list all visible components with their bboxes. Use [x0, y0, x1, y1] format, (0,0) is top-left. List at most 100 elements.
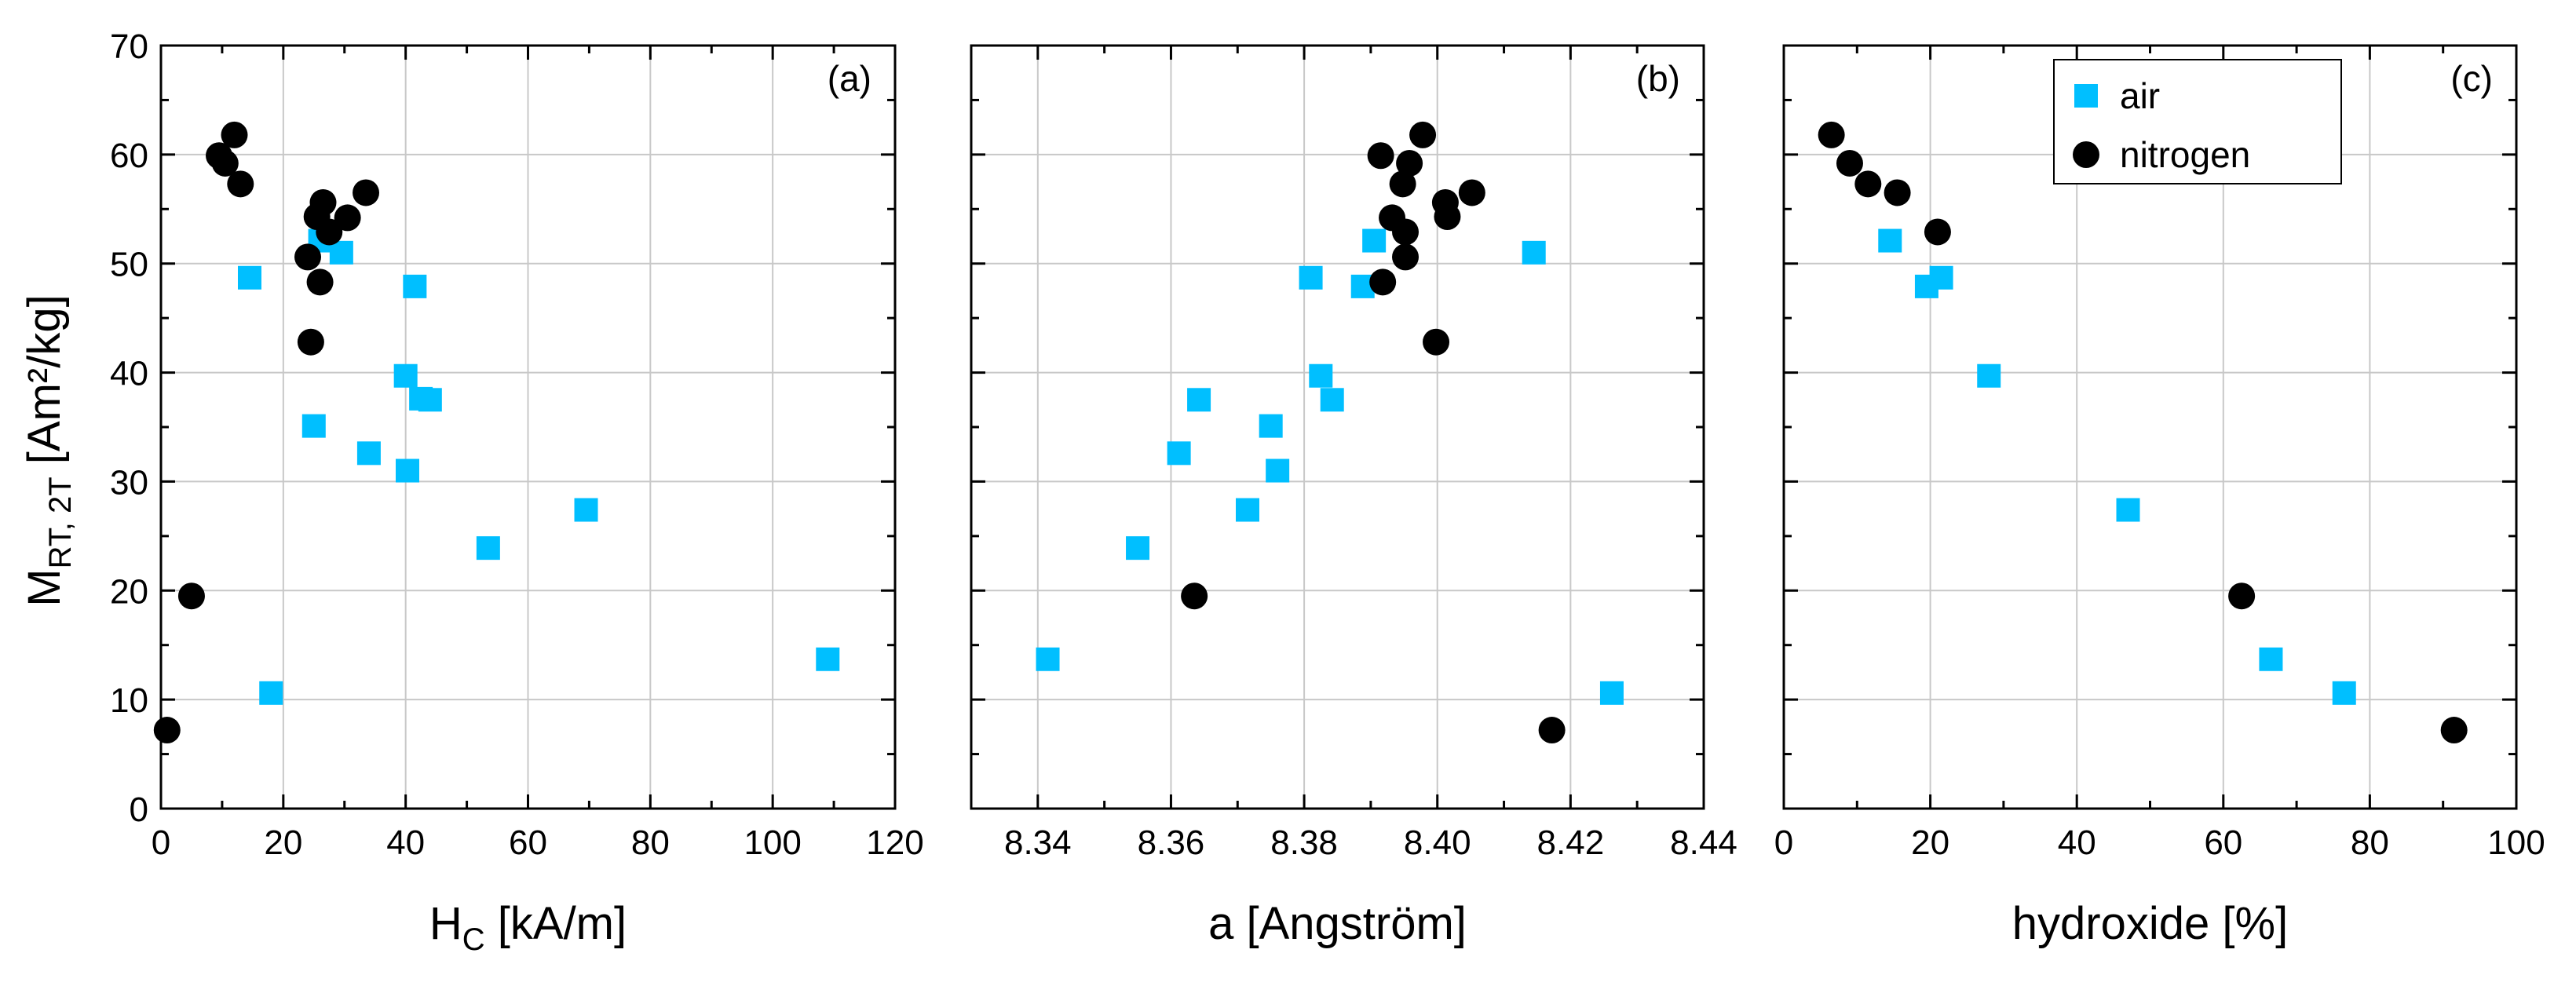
data-point-air — [2333, 681, 2356, 705]
data-point-nitrogen — [294, 243, 321, 270]
data-point-air — [302, 414, 326, 438]
x-axis-title-subscript: C — [462, 922, 485, 957]
data-point-nitrogen — [227, 170, 254, 197]
legend-label-air: air — [2120, 75, 2160, 116]
data-point-air — [1600, 681, 1624, 705]
data-point-air — [1266, 459, 1289, 483]
y-tick-label: 50 — [110, 246, 148, 284]
data-point-air — [1299, 266, 1323, 290]
x-tick-label: 60 — [2204, 823, 2242, 862]
data-point-nitrogen — [1884, 179, 1911, 206]
data-point-nitrogen — [334, 204, 361, 231]
data-point-nitrogen — [353, 179, 379, 206]
data-point-air — [259, 681, 283, 705]
x-tick-label: 0 — [1774, 823, 1793, 862]
data-point-nitrogen — [2441, 717, 2468, 743]
x-tick-label: 20 — [264, 823, 302, 862]
legend-label-nitrogen: nitrogen — [2120, 134, 2250, 175]
data-point-air — [1930, 266, 1953, 290]
data-point-air — [1187, 388, 1211, 411]
panel-label: (b) — [1636, 58, 1680, 99]
y-tick-label: 70 — [110, 27, 148, 66]
x-tick-label: 40 — [2058, 823, 2096, 862]
data-point-air — [816, 648, 839, 671]
data-point-nitrogen — [178, 582, 205, 609]
x-tick-label: 8.38 — [1270, 823, 1338, 862]
data-point-nitrogen — [1836, 150, 1863, 177]
data-point-air — [1878, 229, 1902, 253]
data-point-air — [2117, 498, 2140, 522]
x-tick-label: 8.36 — [1138, 823, 1205, 862]
x-tick-label: 100 — [744, 823, 801, 862]
data-point-nitrogen — [1924, 218, 1951, 245]
data-point-air — [357, 441, 381, 465]
data-point-air — [1321, 388, 1344, 411]
y-tick-label: 10 — [110, 681, 148, 720]
x-tick-label: 8.34 — [1004, 823, 1072, 862]
scatter-figure: MRT, 2T [Am²/kg] 0 20 40 60 80 100 120 0 10 20 30 4… — [0, 0, 2576, 982]
x-tick-label: 40 — [386, 823, 425, 862]
data-point-nitrogen — [1539, 717, 1566, 743]
x-axis-title-unit: [kA/m] — [485, 898, 627, 949]
data-point-air — [477, 536, 500, 560]
y-axis-title-subscript: RT, 2T — [43, 477, 78, 568]
data-point-nitrogen — [221, 122, 248, 148]
y-tick-label: 30 — [110, 463, 148, 502]
x-tick-label: 80 — [2351, 823, 2389, 862]
data-point-air — [2259, 648, 2282, 671]
legend-marker-nitrogen — [2073, 141, 2099, 168]
x-tick-label: 0 — [152, 823, 170, 862]
data-point-air — [238, 266, 261, 290]
x-tick-label: 8.42 — [1537, 823, 1605, 862]
data-point-air — [575, 498, 598, 522]
data-point-nitrogen — [1434, 203, 1460, 230]
y-axis-title-unit: [Am²/kg] — [19, 294, 70, 477]
data-point-air — [1259, 414, 1283, 438]
data-point-air — [1167, 441, 1191, 465]
x-axis-title-main: H — [429, 898, 462, 949]
data-point-air — [396, 459, 419, 483]
data-point-nitrogen — [1369, 268, 1396, 295]
legend: air nitrogen — [2054, 60, 2341, 184]
data-point-air — [1309, 364, 1332, 388]
data-point-air — [1522, 241, 1546, 265]
data-point-nitrogen — [1396, 150, 1423, 177]
y-axis-title-main: M — [19, 568, 70, 606]
x-axis-title-main: hydroxide [%] — [2012, 898, 2288, 949]
y-tick-label: 0 — [130, 791, 148, 829]
x-tick-label: 8.44 — [1670, 823, 1737, 862]
x-axis-title-main: a [Angström] — [1208, 898, 1467, 949]
data-point-nitrogen — [1459, 179, 1485, 206]
data-point-air — [403, 275, 426, 298]
data-point-nitrogen — [1181, 582, 1208, 609]
x-tick-label: 80 — [631, 823, 670, 862]
data-point-air — [394, 364, 418, 388]
data-point-nitrogen — [1392, 243, 1419, 270]
x-tick-label: 100 — [2487, 823, 2545, 862]
data-point-air — [1036, 648, 1060, 671]
x-tick-label: 8.40 — [1404, 823, 1471, 862]
x-tick-label: 60 — [509, 823, 547, 862]
y-tick-label: 20 — [110, 572, 148, 611]
data-point-nitrogen — [1818, 122, 1845, 148]
x-tick-label: 120 — [866, 823, 923, 862]
legend-marker-air — [2074, 84, 2098, 108]
data-point-air — [1362, 229, 1386, 253]
data-point-air — [1236, 498, 1259, 522]
panel-label: (a) — [828, 58, 871, 99]
data-point-nitrogen — [307, 268, 334, 295]
data-point-nitrogen — [298, 329, 324, 356]
data-point-nitrogen — [309, 189, 336, 216]
x-tick-label: 20 — [1911, 823, 1949, 862]
data-point-nitrogen — [154, 717, 181, 743]
y-tick-label: 40 — [110, 355, 148, 393]
data-point-air — [1126, 536, 1149, 560]
figure: MRT, 2T [Am²/kg] 0 20 40 60 80 100 120 0 10 20 30 4… — [0, 0, 2576, 982]
y-tick-label: 60 — [110, 137, 148, 175]
data-point-nitrogen — [1392, 218, 1419, 245]
data-point-air — [418, 388, 442, 411]
data-point-nitrogen — [1368, 142, 1394, 169]
data-point-air — [1977, 364, 2001, 388]
x-axis-title: a [Angström] — [1208, 898, 1467, 949]
data-point-nitrogen — [2228, 582, 2255, 609]
